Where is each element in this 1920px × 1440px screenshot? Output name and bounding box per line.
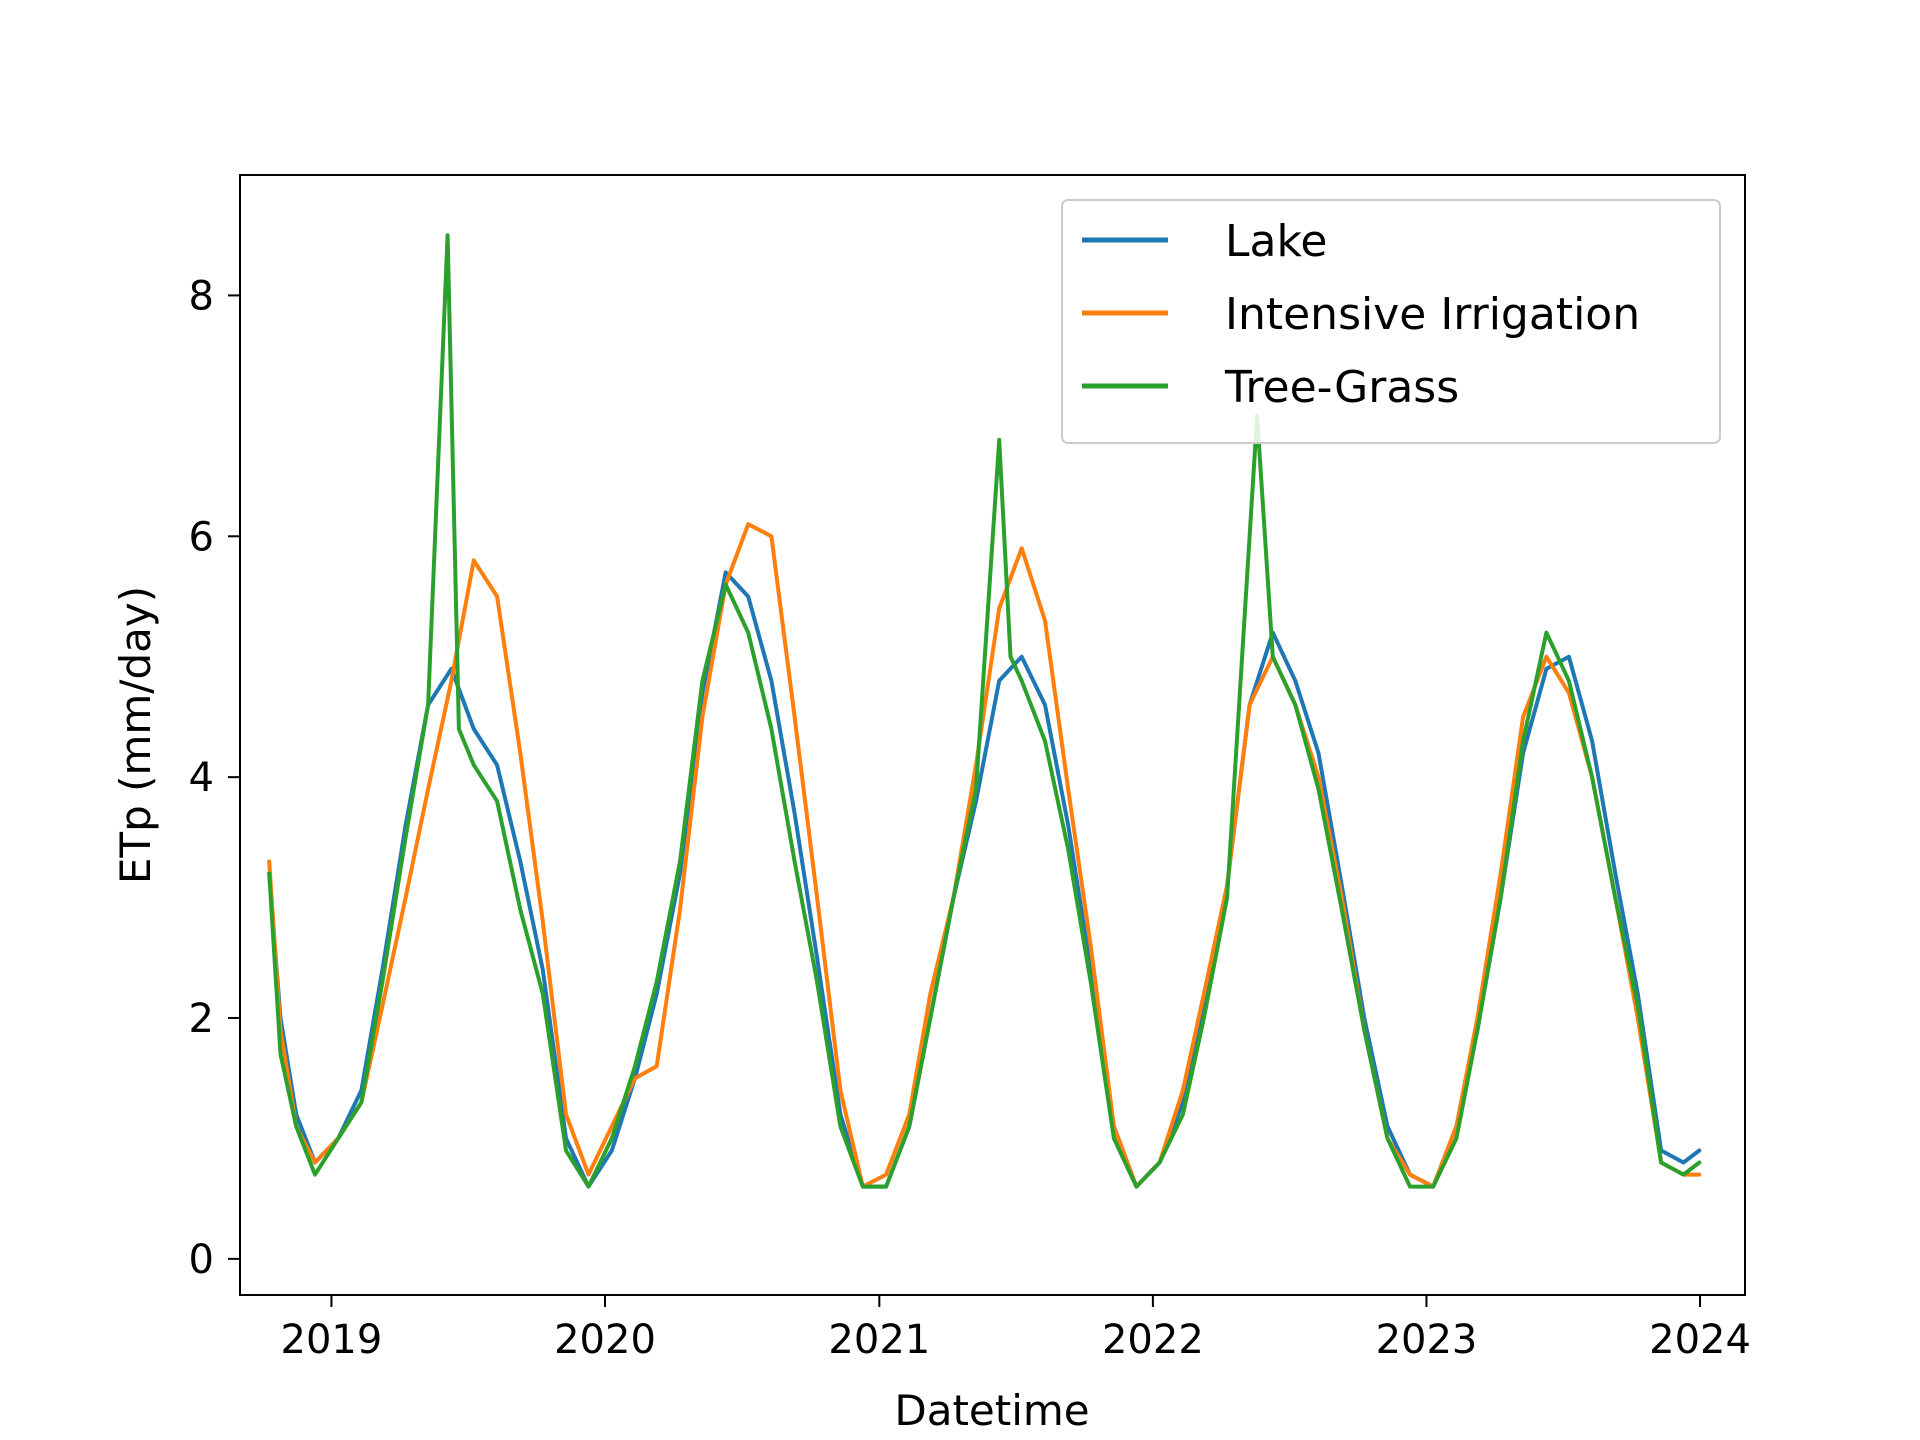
plot-frame — [239, 174, 1746, 1296]
legend-label: Intensive Irrigation — [1225, 289, 1640, 340]
x-tick-label: 2020 — [554, 1317, 656, 1363]
legend-box — [1061, 199, 1721, 444]
x-tick-label: 2022 — [1102, 1317, 1204, 1363]
legend: Lake Intensive Irrigation Tree-Grass — [1061, 199, 1721, 444]
y-axis-label: ETp (mm/day) — [111, 586, 160, 884]
x-axis-label: Datetime — [894, 1386, 1089, 1435]
x-tick-label: 2021 — [828, 1317, 930, 1363]
y-tick-label: 0 — [189, 1237, 214, 1283]
series-layer — [267, 233, 1702, 1189]
y-tick-label: 8 — [189, 273, 214, 319]
x-tick-label: 2019 — [281, 1317, 383, 1363]
legend-label: Tree-Grass — [1224, 362, 1459, 413]
y-axis: 0 2 4 6 8 — [189, 273, 240, 1283]
x-tick-label: 2024 — [1649, 1317, 1751, 1363]
y-tick-label: 2 — [189, 996, 214, 1042]
x-tick-label: 2023 — [1376, 1317, 1478, 1363]
legend-label: Lake — [1225, 216, 1327, 267]
series-line-tree-grass — [267, 233, 1702, 1189]
x-axis: 2019 2020 2021 2022 2023 2024 — [281, 1295, 1751, 1363]
y-tick-label: 4 — [189, 755, 214, 801]
y-tick-label: 6 — [189, 514, 214, 560]
